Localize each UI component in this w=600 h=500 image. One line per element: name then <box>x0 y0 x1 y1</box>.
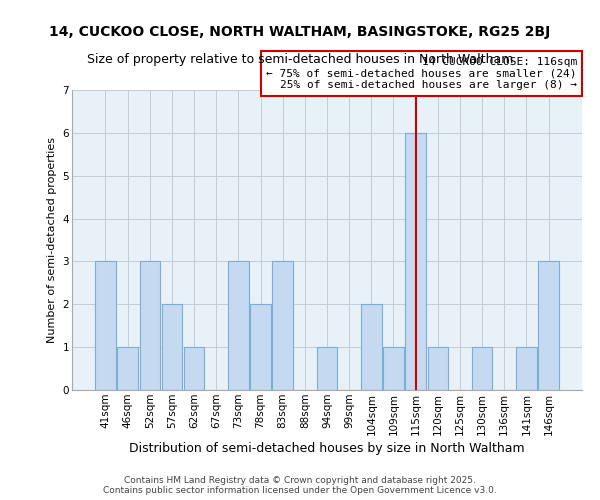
Bar <box>516 347 536 390</box>
Text: 14 CUCKOO CLOSE: 116sqm
← 75% of semi-detached houses are smaller (24)
25% of se: 14 CUCKOO CLOSE: 116sqm ← 75% of semi-de… <box>266 57 577 90</box>
X-axis label: Distribution of semi-detached houses by size in North Waltham: Distribution of semi-detached houses by … <box>129 442 525 455</box>
Bar <box>95 262 116 390</box>
Bar <box>228 262 248 390</box>
Y-axis label: Number of semi-detached properties: Number of semi-detached properties <box>47 137 57 343</box>
Bar <box>161 304 182 390</box>
Bar <box>538 262 559 390</box>
Bar <box>272 262 293 390</box>
Bar <box>361 304 382 390</box>
Text: Contains HM Land Registry data © Crown copyright and database right 2025.
Contai: Contains HM Land Registry data © Crown c… <box>103 476 497 495</box>
Bar <box>406 133 426 390</box>
Bar <box>383 347 404 390</box>
Bar <box>317 347 337 390</box>
Bar <box>140 262 160 390</box>
Bar <box>250 304 271 390</box>
Bar <box>428 347 448 390</box>
Text: Size of property relative to semi-detached houses in North Waltham: Size of property relative to semi-detach… <box>87 52 513 66</box>
Bar <box>472 347 493 390</box>
Bar <box>184 347 204 390</box>
Bar <box>118 347 138 390</box>
Text: 14, CUCKOO CLOSE, NORTH WALTHAM, BASINGSTOKE, RG25 2BJ: 14, CUCKOO CLOSE, NORTH WALTHAM, BASINGS… <box>49 25 551 39</box>
